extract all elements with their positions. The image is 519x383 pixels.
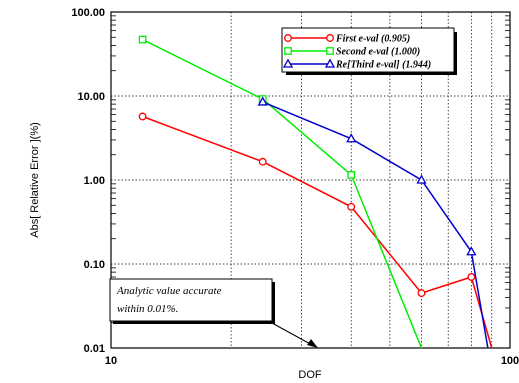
series-1 xyxy=(138,112,493,349)
legend: First e-val (0.905) Second e-val (1.000) R… xyxy=(281,27,457,75)
series-layer xyxy=(138,35,493,349)
series-3-point xyxy=(416,174,427,184)
annotation-line-1: Analytic value accurate xyxy=(116,285,222,297)
series-2-line xyxy=(142,38,423,349)
tick-labels: 0.01 0.10 1.00 10.00 100.00 10 100 xyxy=(71,7,519,367)
legend-marker xyxy=(284,47,292,55)
series-1-point xyxy=(417,289,426,298)
x-tick-label: 10 xyxy=(105,355,117,367)
legend-label: First e-val (0.905) xyxy=(335,34,410,45)
annotation: Analytic value accurate within 0.01%. xyxy=(109,278,318,348)
y-axis-label: Abs[ Relative Error ](%) xyxy=(29,122,41,238)
annotation-arrow-line xyxy=(271,322,315,347)
series-1-point xyxy=(138,112,147,121)
y-tick-label: 0.10 xyxy=(84,259,105,271)
legend-label: Re[Third e-val] (1.944) xyxy=(335,60,431,71)
legend-marker xyxy=(326,47,334,55)
legend-shadow xyxy=(286,32,457,75)
series-3 xyxy=(257,96,489,349)
annotation-arrowhead xyxy=(307,339,318,348)
series-3-point xyxy=(466,246,477,256)
y-tick-label: 0.01 xyxy=(84,343,105,355)
y-tick-label: 1.00 xyxy=(84,175,105,187)
y-tick-label: 10.00 xyxy=(77,91,105,103)
legend-marker xyxy=(326,34,334,42)
annotation-line-2: within 0.01%. xyxy=(117,303,178,315)
legend-marker xyxy=(324,58,336,68)
x-axis-label: DOF xyxy=(298,369,322,381)
series-2-point xyxy=(347,171,356,179)
legend-marker xyxy=(282,58,294,68)
series-3-point xyxy=(257,96,268,106)
legend-marker xyxy=(284,34,292,42)
series-1-line xyxy=(142,115,493,349)
plot-frame xyxy=(110,11,511,349)
legend-label: Second e-val (1.000) xyxy=(336,47,420,58)
series-3-line xyxy=(262,101,489,349)
series-3-point xyxy=(346,133,357,143)
series-1-point xyxy=(467,273,476,281)
series-1-point xyxy=(347,202,356,211)
y-tick-label: 100.00 xyxy=(71,7,105,19)
series-1-point xyxy=(258,157,267,166)
series-2-point xyxy=(138,35,147,44)
x-tick-label: 100 xyxy=(501,355,519,367)
annotation-box xyxy=(109,278,273,322)
